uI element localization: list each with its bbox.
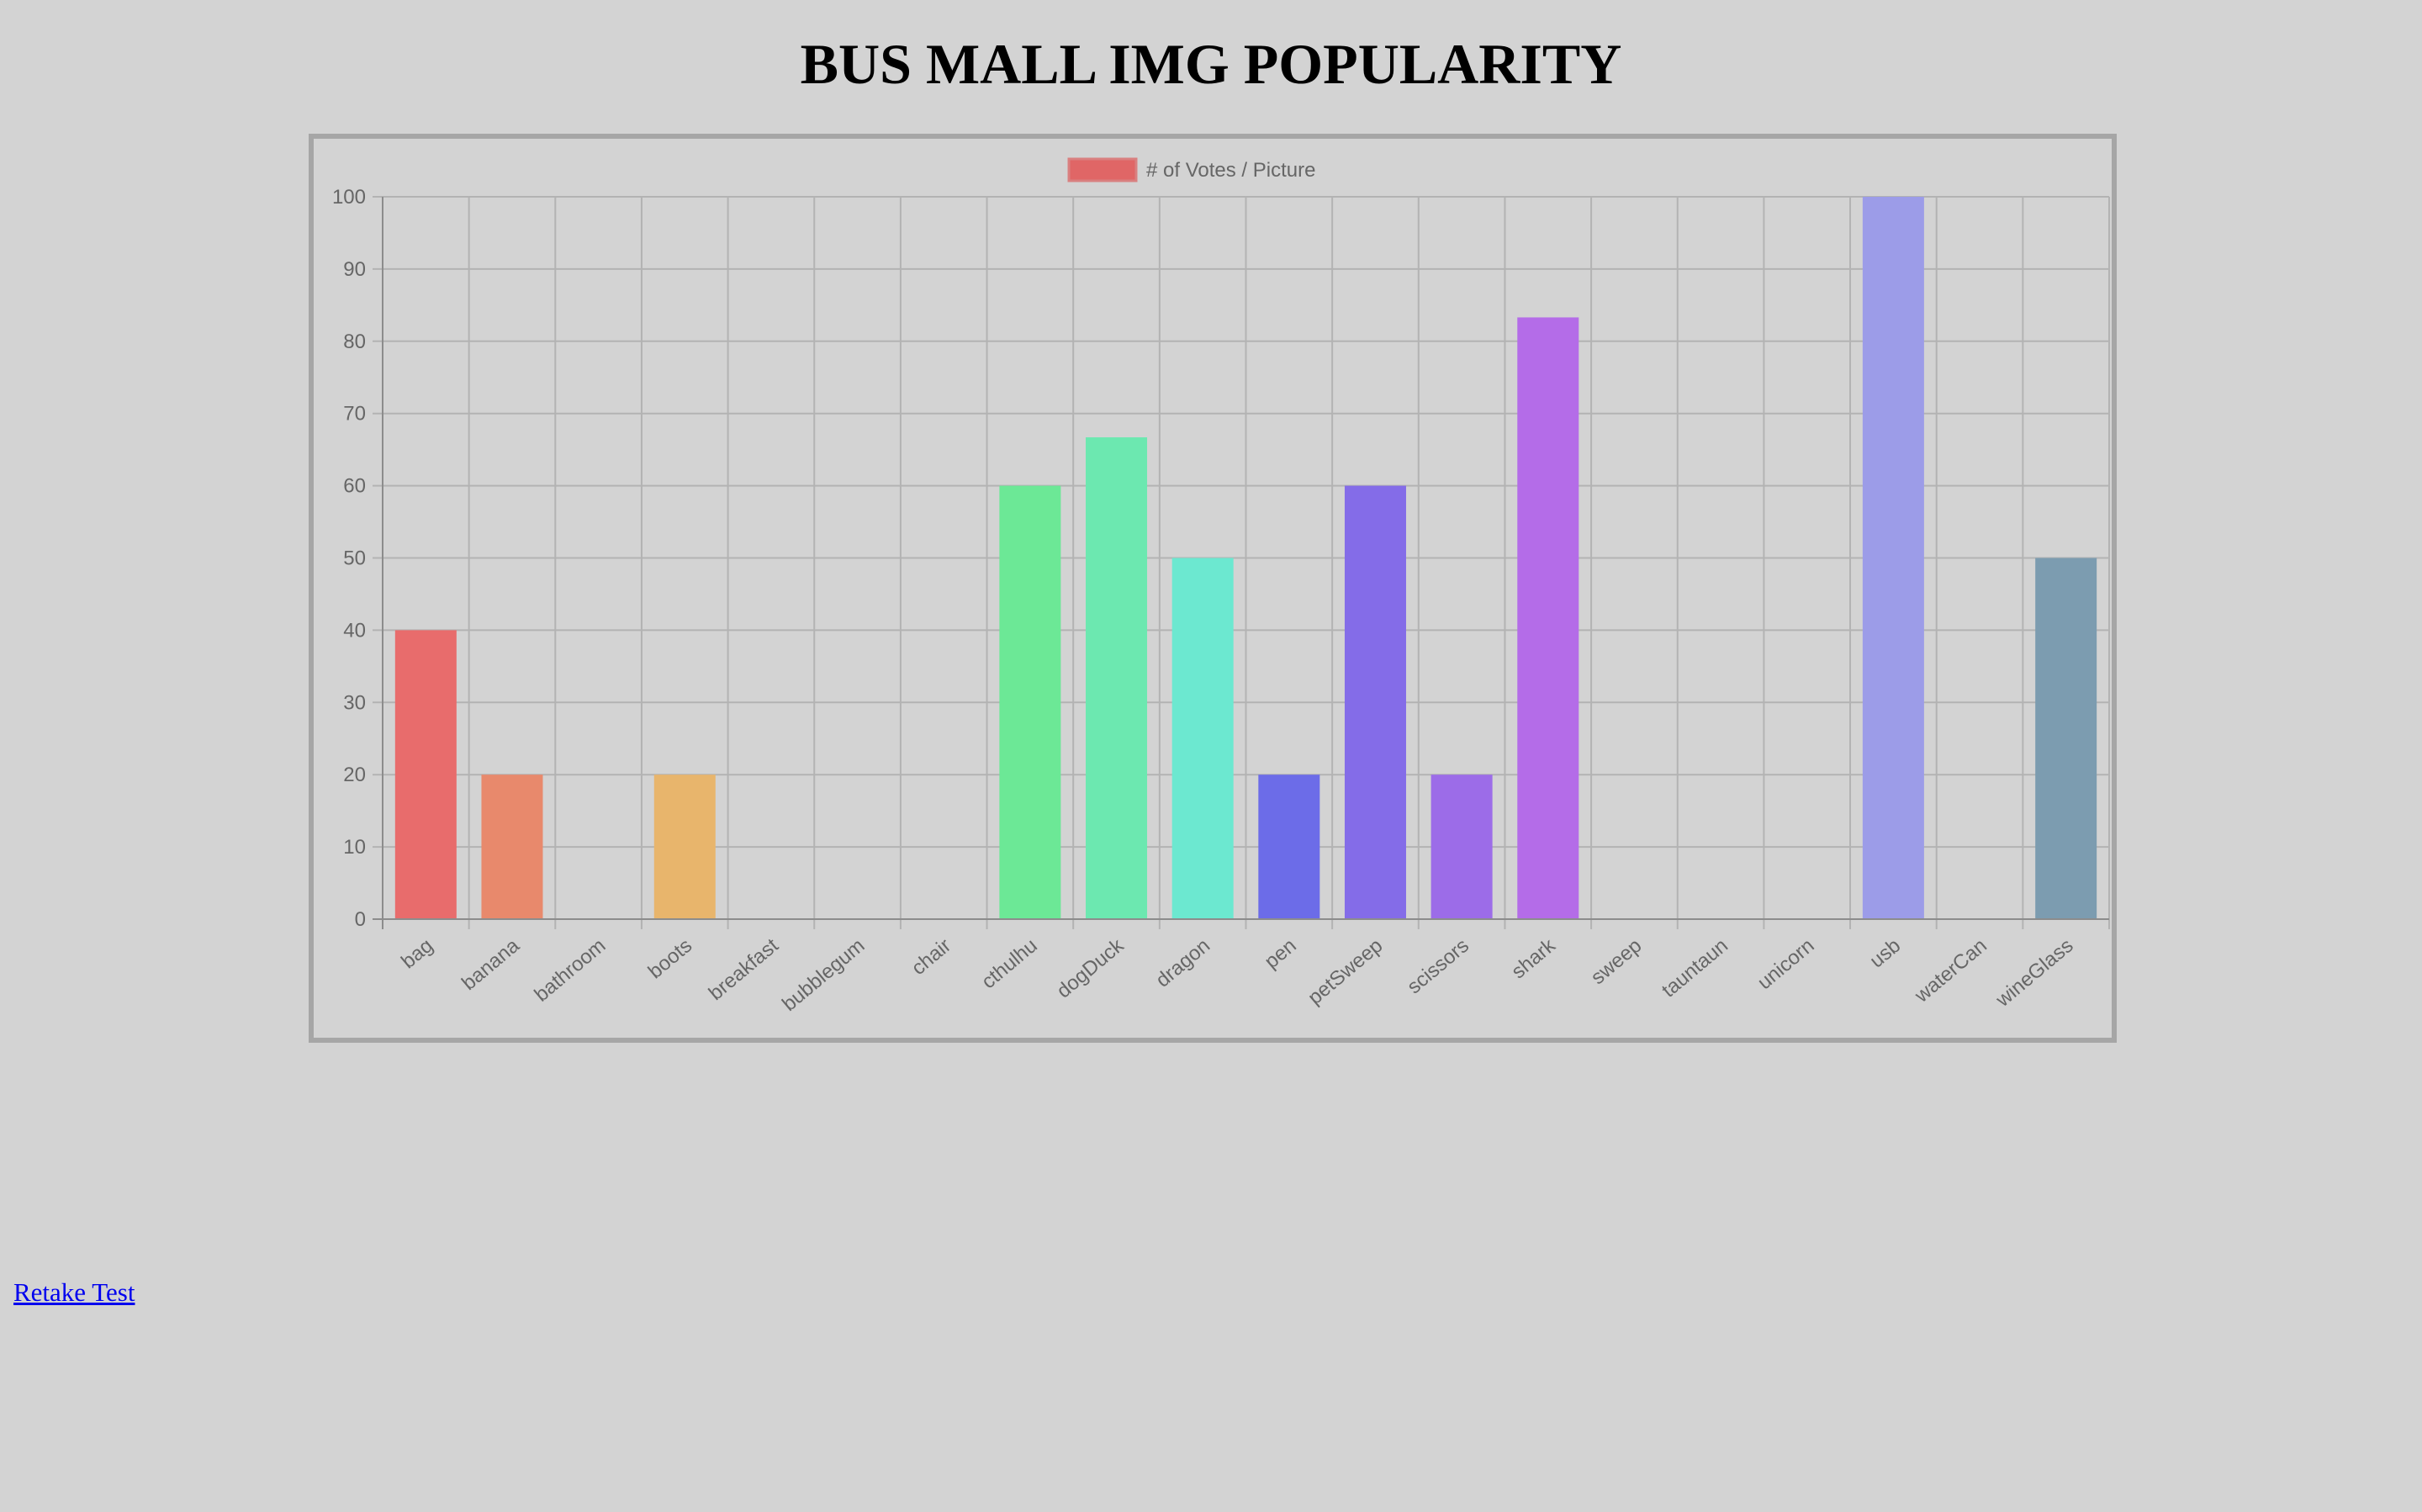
x-tick-label: shark bbox=[1507, 933, 1560, 983]
y-tick-label: 40 bbox=[343, 619, 366, 642]
bar-wineGlass[interactable] bbox=[2035, 558, 2097, 920]
chart-grid bbox=[373, 196, 2110, 929]
x-tick-label: sweep bbox=[1587, 934, 1646, 989]
y-tick-label: 70 bbox=[343, 403, 366, 426]
x-tick-label: cthulhu bbox=[977, 934, 1042, 993]
y-tick-label: 90 bbox=[343, 258, 366, 281]
y-tick-label: 60 bbox=[343, 475, 366, 498]
y-tick-label: 80 bbox=[343, 330, 366, 353]
bar-petSweep[interactable] bbox=[1344, 485, 1406, 919]
x-tick-label: dogDuck bbox=[1052, 933, 1129, 1002]
bar-dogDuck[interactable] bbox=[1086, 437, 1148, 919]
y-tick-label: 20 bbox=[343, 764, 366, 786]
x-tick-label: tauntaun bbox=[1658, 934, 1732, 1002]
votes-bar-chart: 0 10 20 30 40 50 60 70 80 90 100 bag banana bathroom b… bbox=[332, 157, 2110, 1016]
bar-scissors[interactable] bbox=[1430, 775, 1493, 919]
x-tick-label: bubblegum bbox=[778, 934, 869, 1016]
x-tick-label: chair bbox=[907, 934, 955, 980]
bar-shark[interactable] bbox=[1517, 317, 1579, 919]
bar-banana[interactable] bbox=[481, 775, 543, 919]
bar-boots[interactable] bbox=[653, 775, 716, 919]
y-tick-label: 100 bbox=[332, 186, 366, 209]
bar-usb[interactable] bbox=[1862, 197, 1924, 919]
legend-label[interactable]: # of Votes / Picture bbox=[1146, 159, 1315, 182]
chart-axes bbox=[373, 197, 2109, 929]
bar-bag[interactable] bbox=[394, 630, 457, 919]
x-tick-label: waterCan bbox=[1910, 934, 1991, 1007]
x-tick-label: unicorn bbox=[1753, 934, 1819, 994]
x-tick-label: wineGlass bbox=[1991, 934, 2078, 1012]
page-title: BUS MALL IMG POPULARITY bbox=[800, 32, 1622, 96]
chart-bars bbox=[394, 197, 2097, 920]
y-tick-label: 30 bbox=[343, 691, 366, 714]
x-tick-label: bathroom bbox=[530, 934, 610, 1007]
x-tick-label: dragon bbox=[1151, 934, 1214, 992]
x-tick-label: scissors bbox=[1403, 934, 1473, 998]
y-tick-label: 50 bbox=[343, 547, 366, 570]
bar-cthulhu[interactable] bbox=[999, 485, 1061, 919]
legend-swatch[interactable] bbox=[1067, 157, 1138, 182]
chart-frame: 0 10 20 30 40 50 60 70 80 90 100 bag banana bathroom b… bbox=[309, 134, 2117, 1043]
x-tick-label: usb bbox=[1865, 934, 1905, 973]
x-tick-label: breakfast bbox=[705, 934, 783, 1005]
retake-test-link[interactable]: Retake Test bbox=[13, 1277, 135, 1307]
y-tick-label: 0 bbox=[355, 908, 366, 931]
x-tick-label: petSweep bbox=[1304, 934, 1387, 1009]
x-tick-label: boots bbox=[644, 934, 696, 983]
x-tick-label: bag bbox=[397, 934, 437, 973]
x-tick-label: banana bbox=[457, 933, 524, 995]
chart-legend[interactable]: # of Votes / Picture bbox=[1067, 157, 1315, 182]
bar-dragon[interactable] bbox=[1171, 558, 1234, 920]
x-tick-label: pen bbox=[1261, 934, 1301, 973]
bar-pen[interactable] bbox=[1258, 775, 1320, 919]
y-tick-label: 10 bbox=[343, 836, 366, 859]
